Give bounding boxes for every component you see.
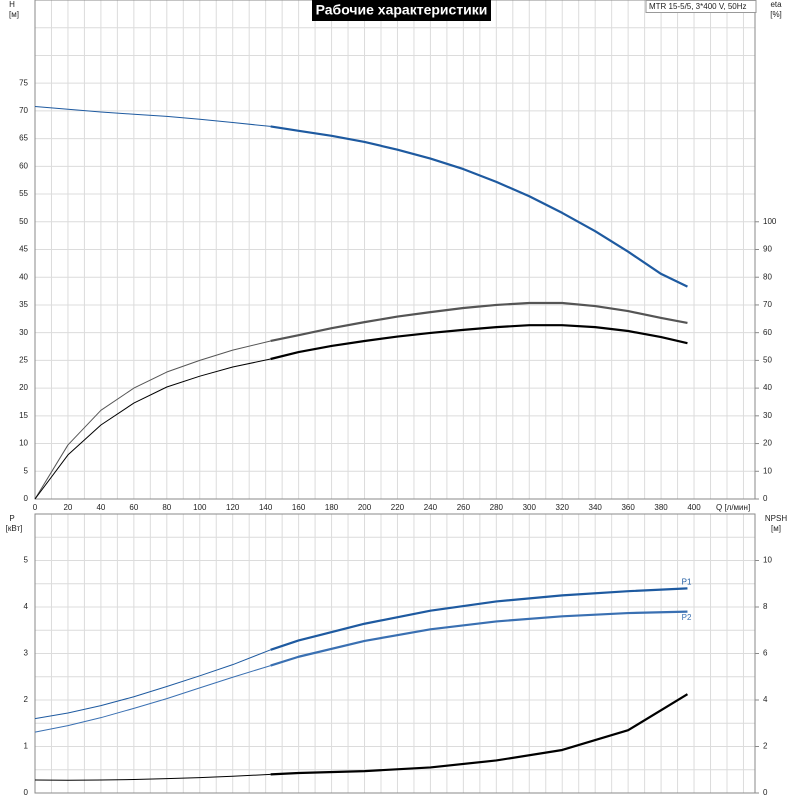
x-tick-label: 200 <box>358 503 372 512</box>
x-tick-label: 120 <box>226 503 240 512</box>
y-tick-label: 15 <box>19 411 28 420</box>
y2-axis-unit: [%] <box>770 10 782 19</box>
curve <box>34 665 271 733</box>
y-tick-label: 1 <box>24 742 29 751</box>
y2-tick-label: 30 <box>763 411 772 420</box>
x-tick-label: 100 <box>193 503 207 512</box>
x-tick-label: 160 <box>292 503 306 512</box>
y2-tick-label: 100 <box>763 217 777 226</box>
y-tick-label: 2 <box>24 695 29 704</box>
y-tick-label: 45 <box>19 245 28 254</box>
x-tick-label: 260 <box>457 503 471 512</box>
curve-operating <box>270 324 688 361</box>
y-tick-label: 3 <box>24 649 29 658</box>
x-tick-label: 360 <box>621 503 635 512</box>
y2-tick-label: 0 <box>763 494 768 503</box>
x-tick-label: 240 <box>424 503 438 512</box>
series-label: P1 <box>682 578 692 587</box>
y-tick-label: 20 <box>19 383 28 392</box>
y-tick-label: 55 <box>19 189 28 198</box>
curve-operating <box>270 693 689 776</box>
x-tick-label: 320 <box>556 503 570 512</box>
y-axis-unit: [м] <box>9 10 19 19</box>
y2-tick-label: 10 <box>763 556 772 565</box>
y2-tick-label: 40 <box>763 383 772 392</box>
y-tick-label: 60 <box>19 161 28 170</box>
curve <box>34 773 271 781</box>
x-axis-label: Q [л/мин] <box>716 503 750 512</box>
y-tick-label: 0 <box>24 788 29 797</box>
y2-axis-label: NPSH <box>765 514 787 523</box>
y2-tick-label: 90 <box>763 245 772 254</box>
curve-operating <box>270 125 688 288</box>
y2-tick-label: 8 <box>763 602 768 611</box>
curve-operating <box>270 610 688 667</box>
x-tick-label: 220 <box>391 503 405 512</box>
y2-tick-label: 80 <box>763 272 772 281</box>
series-label: P2 <box>682 613 692 622</box>
y2-tick-label: 6 <box>763 649 768 658</box>
y-tick-label: 30 <box>19 328 28 337</box>
model-box <box>645 0 757 13</box>
x-tick-label: 300 <box>523 503 537 512</box>
y2-tick-label: 20 <box>763 439 772 448</box>
y-axis-label: P <box>9 514 14 523</box>
y-tick-label: 70 <box>19 106 28 115</box>
y2-tick-label: 60 <box>763 328 772 337</box>
x-tick-label: 380 <box>654 503 668 512</box>
y2-axis-label: eta <box>770 0 782 9</box>
y-tick-label: 10 <box>19 439 28 448</box>
x-tick-label: 80 <box>162 503 171 512</box>
y-tick-label: 65 <box>19 134 28 143</box>
x-tick-label: 0 <box>33 503 38 512</box>
y-tick-label: 35 <box>19 300 28 309</box>
chart-title: Рабочие характеристики <box>316 2 488 18</box>
y-axis-unit: [кВт] <box>6 524 23 533</box>
x-tick-label: 40 <box>96 503 105 512</box>
curve <box>34 340 271 500</box>
model-label: MTR 15-5/5, 3*400 V, 50Hz <box>649 2 747 11</box>
y2-axis-unit: [м] <box>771 524 781 533</box>
x-tick-label: 180 <box>325 503 339 512</box>
y2-tick-label: 4 <box>763 695 768 704</box>
y2-tick-label: 10 <box>763 466 772 475</box>
y2-tick-label: 0 <box>763 788 768 797</box>
curve-operating <box>270 301 688 343</box>
y-tick-label: 40 <box>19 272 28 281</box>
curve-operating <box>270 587 688 651</box>
x-tick-label: 400 <box>687 503 701 512</box>
curve <box>34 358 271 500</box>
y-tick-label: 5 <box>24 466 29 475</box>
y-tick-label: 0 <box>24 494 29 503</box>
y-tick-label: 4 <box>24 602 29 611</box>
y-tick-label: 75 <box>19 78 28 87</box>
x-tick-label: 280 <box>490 503 504 512</box>
curve <box>34 649 271 720</box>
x-tick-label: 20 <box>63 503 72 512</box>
x-tick-label: 340 <box>589 503 603 512</box>
y-tick-label: 50 <box>19 217 28 226</box>
x-tick-label: 140 <box>259 503 273 512</box>
x-tick-label: 60 <box>129 503 138 512</box>
y-tick-label: 25 <box>19 355 28 364</box>
y-tick-label: 5 <box>24 556 29 565</box>
y2-tick-label: 70 <box>763 300 772 309</box>
y2-tick-label: 50 <box>763 355 772 364</box>
y-axis-label: H <box>9 0 15 9</box>
title-box <box>312 0 491 21</box>
y2-tick-label: 2 <box>763 742 768 751</box>
curve <box>34 105 271 127</box>
